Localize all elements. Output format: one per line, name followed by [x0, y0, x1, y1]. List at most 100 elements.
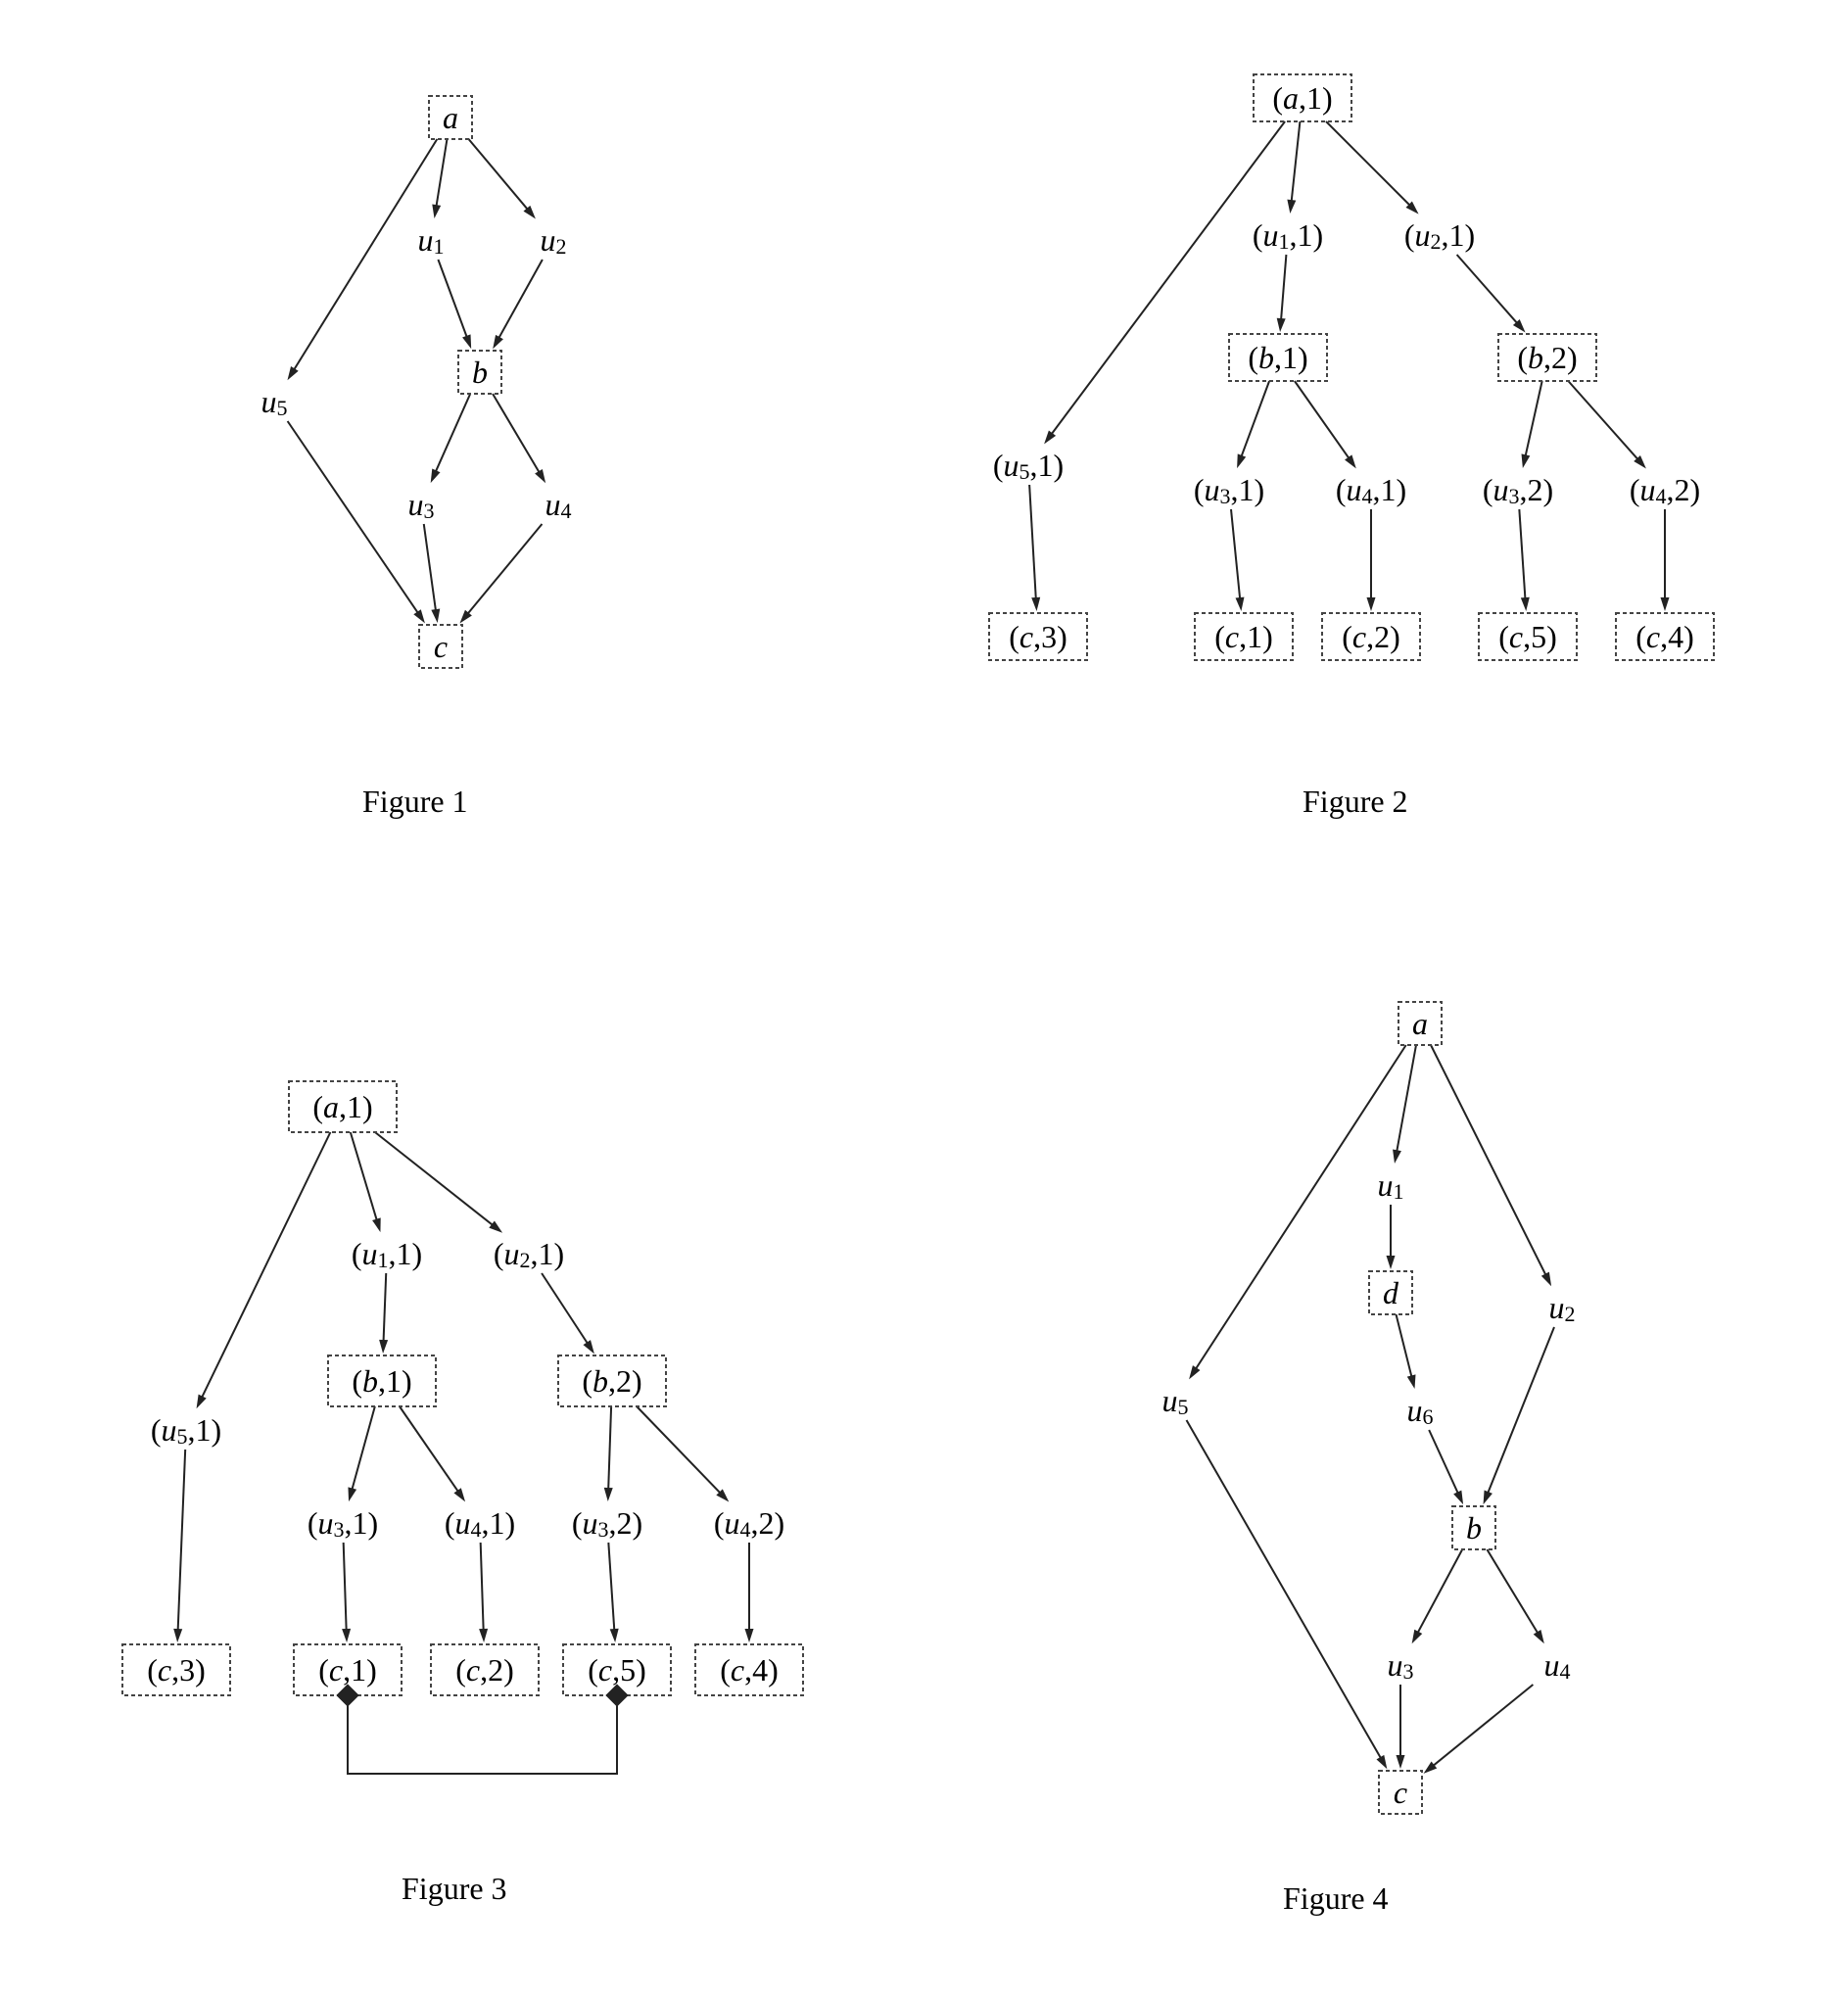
graph-node: (u3,2)	[572, 1505, 642, 1542]
svg-text:(c,5): (c,5)	[1498, 619, 1557, 654]
graph-node: (c,1)	[1195, 613, 1293, 660]
svg-text:(u2,1): (u2,1)	[1404, 217, 1475, 254]
graph-node: u5	[1162, 1383, 1189, 1419]
svg-text:(u5,1): (u5,1)	[993, 448, 1064, 484]
figure-2-svg: (a,1) (u1,1) (u2,1) (u5,1) (b,1) (b,2) (u3,1) (…	[881, 59, 1802, 744]
graph-node: (c,4)	[1616, 613, 1714, 660]
svg-text:(u4,2): (u4,2)	[1630, 472, 1700, 508]
svg-text:a: a	[1412, 1006, 1428, 1041]
svg-text:(u5,1): (u5,1)	[151, 1412, 221, 1449]
svg-text:(c,1): (c,1)	[318, 1652, 377, 1688]
graph-node: b	[458, 351, 501, 394]
svg-text:u5: u5	[1162, 1383, 1189, 1419]
graph-node: (u4,1)	[1336, 472, 1406, 508]
svg-text:(b,2): (b,2)	[1517, 340, 1577, 375]
graph-node: (u2,1)	[494, 1236, 564, 1272]
graph-node: u5	[261, 384, 288, 420]
svg-text:u1: u1	[418, 222, 445, 259]
figure-2-panel: (a,1) (u1,1) (u2,1) (u5,1) (b,1) (b,2) (u3,1) (…	[881, 59, 1802, 784]
svg-text:(c,5): (c,5)	[588, 1652, 646, 1688]
graph-node: (u4,1)	[445, 1505, 515, 1542]
svg-text:(c,3): (c,3)	[1009, 619, 1067, 654]
svg-text:b: b	[1466, 1510, 1482, 1545]
graph-node: d	[1369, 1271, 1412, 1314]
graph-node: (b,1)	[1229, 334, 1327, 381]
svg-text:(u3,1): (u3,1)	[308, 1505, 378, 1542]
graph-node: (b,2)	[558, 1355, 666, 1406]
svg-text:c: c	[434, 629, 448, 664]
graph-node: (u5,1)	[151, 1412, 221, 1449]
graph-node: a	[429, 96, 472, 139]
svg-text:(c,2): (c,2)	[455, 1652, 514, 1688]
figure-4-caption: Figure 4	[1283, 1880, 1389, 1917]
figure-1-svg: a u1 u2 u5 b u3 u4 c	[166, 78, 754, 764]
figure-1-caption: Figure 1	[362, 784, 468, 820]
graph-node: (a,1)	[289, 1081, 397, 1132]
svg-text:(b,1): (b,1)	[1248, 340, 1307, 375]
figure-3-svg: (a,1) (u1,1) (u2,1) (u5,1) (b,1) (b,2) (u3,1) (…	[98, 1058, 901, 1861]
svg-text:(u3,2): (u3,2)	[572, 1505, 642, 1542]
svg-text:d: d	[1383, 1275, 1399, 1310]
graph-node: b	[1452, 1506, 1495, 1549]
svg-text:(b,2): (b,2)	[582, 1363, 641, 1399]
svg-text:(a,1): (a,1)	[312, 1089, 372, 1124]
graph-node: (b,1)	[328, 1355, 436, 1406]
graph-node: (u2,1)	[1404, 217, 1475, 254]
svg-text:(c,3): (c,3)	[147, 1652, 206, 1688]
figure-2-caption: Figure 2	[1303, 784, 1408, 820]
svg-text:u3: u3	[1388, 1647, 1414, 1684]
page: a u1 u2 u5 b u3 u4 c Figure 1 (a,1) (u1,1) (u2,1)…	[39, 39, 1809, 1958]
figure-4-svg: a u1 u2 u5 d u6 b u3 u4 c	[1028, 979, 1714, 1861]
svg-text:u3: u3	[408, 487, 435, 523]
graph-node: (a,1)	[1254, 74, 1351, 121]
graph-node: (u3,1)	[308, 1505, 378, 1542]
graph-node: (u3,2)	[1483, 472, 1553, 508]
graph-node: c	[419, 625, 462, 668]
graph-node: u3	[1388, 1647, 1414, 1684]
svg-text:u2: u2	[1549, 1290, 1576, 1326]
svg-text:(a,1): (a,1)	[1272, 80, 1332, 116]
graph-node: (c,5)	[1479, 613, 1577, 660]
svg-text:(b,1): (b,1)	[352, 1363, 411, 1399]
graph-node: (u1,1)	[1253, 217, 1323, 254]
figure-1-panel: a u1 u2 u5 b u3 u4 c	[166, 78, 754, 784]
graph-node: (u4,2)	[714, 1505, 784, 1542]
graph-node: u3	[408, 487, 435, 523]
svg-text:u2: u2	[541, 222, 567, 259]
graph-node: u1	[1378, 1167, 1404, 1204]
figure-4-panel: a u1 u2 u5 d u6 b u3 u4 c	[1028, 979, 1714, 1880]
graph-node: (c,2)	[1322, 613, 1420, 660]
graph-node: (c,3)	[989, 613, 1087, 660]
svg-text:(u1,1): (u1,1)	[1253, 217, 1323, 254]
svg-text:u6: u6	[1407, 1393, 1434, 1429]
graph-node: u6	[1407, 1393, 1434, 1429]
svg-text:(c,4): (c,4)	[1635, 619, 1694, 654]
svg-text:a: a	[443, 100, 458, 135]
svg-text:(u3,2): (u3,2)	[1483, 472, 1553, 508]
graph-node: u2	[541, 222, 567, 259]
svg-text:(u3,1): (u3,1)	[1194, 472, 1264, 508]
svg-text:(u1,1): (u1,1)	[352, 1236, 422, 1272]
graph-node: a	[1398, 1002, 1442, 1045]
figure-3-panel: (a,1) (u1,1) (u2,1) (u5,1) (b,1) (b,2) (u3,1) (…	[98, 1058, 901, 1880]
graph-node: (u1,1)	[352, 1236, 422, 1272]
svg-text:u1: u1	[1378, 1167, 1404, 1204]
graph-node: (b,2)	[1498, 334, 1596, 381]
graph-node: (c,3)	[122, 1644, 230, 1695]
svg-text:(u4,1): (u4,1)	[1336, 472, 1406, 508]
svg-text:(u4,2): (u4,2)	[714, 1505, 784, 1542]
svg-text:(c,2): (c,2)	[1342, 619, 1400, 654]
svg-text:(u2,1): (u2,1)	[494, 1236, 564, 1272]
graph-node: (c,2)	[431, 1644, 539, 1695]
graph-node: u4	[545, 487, 572, 523]
svg-text:u4: u4	[545, 487, 572, 523]
svg-text:(c,4): (c,4)	[720, 1652, 779, 1688]
graph-node: (u4,2)	[1630, 472, 1700, 508]
graph-node: c	[1379, 1771, 1422, 1814]
svg-text:(u4,1): (u4,1)	[445, 1505, 515, 1542]
graph-node: (u3,1)	[1194, 472, 1264, 508]
graph-node: u1	[418, 222, 445, 259]
figure-3-caption: Figure 3	[402, 1871, 507, 1907]
svg-text:u5: u5	[261, 384, 288, 420]
graph-node: u4	[1544, 1647, 1571, 1684]
